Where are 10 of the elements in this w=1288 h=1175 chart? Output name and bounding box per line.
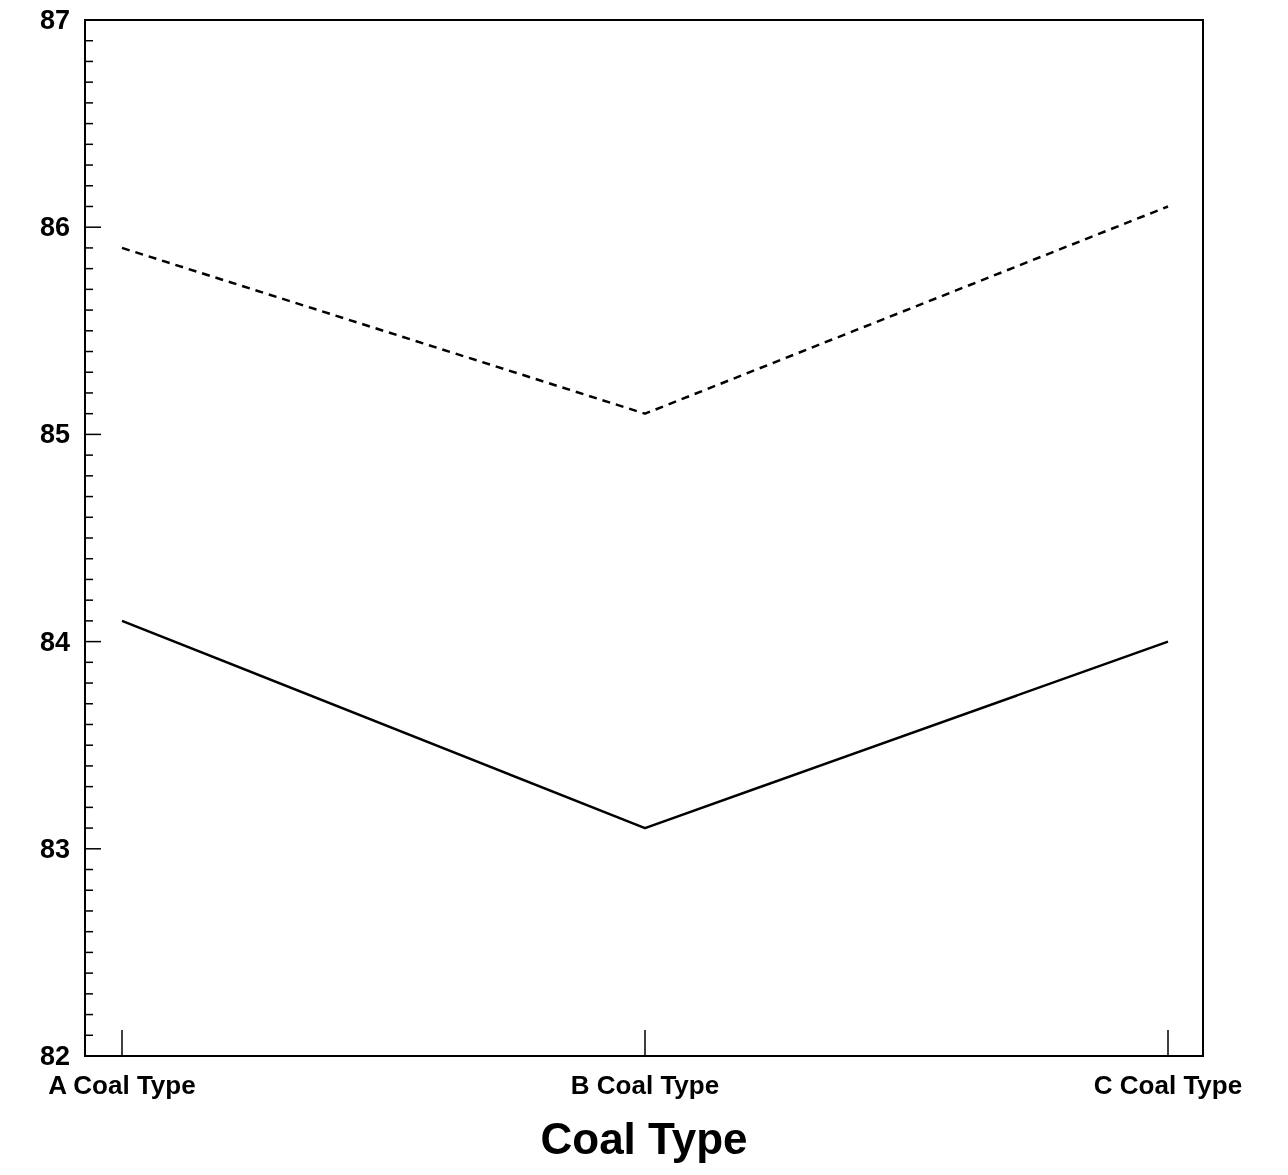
y-tick-label: 83 (39, 833, 71, 864)
x-tick-label: B Coal Type (570, 1070, 720, 1100)
y-tick-label: 86 (39, 212, 71, 243)
x-axis-title: Coal Type (540, 1114, 748, 1163)
y-tick-label: 82 (39, 1041, 71, 1071)
y-tick-label: 85 (39, 419, 71, 450)
y-tick-label: 84 (39, 626, 71, 657)
x-tick-label: C Coal Type (1093, 1070, 1243, 1100)
y-tick-label: 87 (39, 5, 71, 35)
x-tick-label: A Coal Type (48, 1070, 196, 1100)
